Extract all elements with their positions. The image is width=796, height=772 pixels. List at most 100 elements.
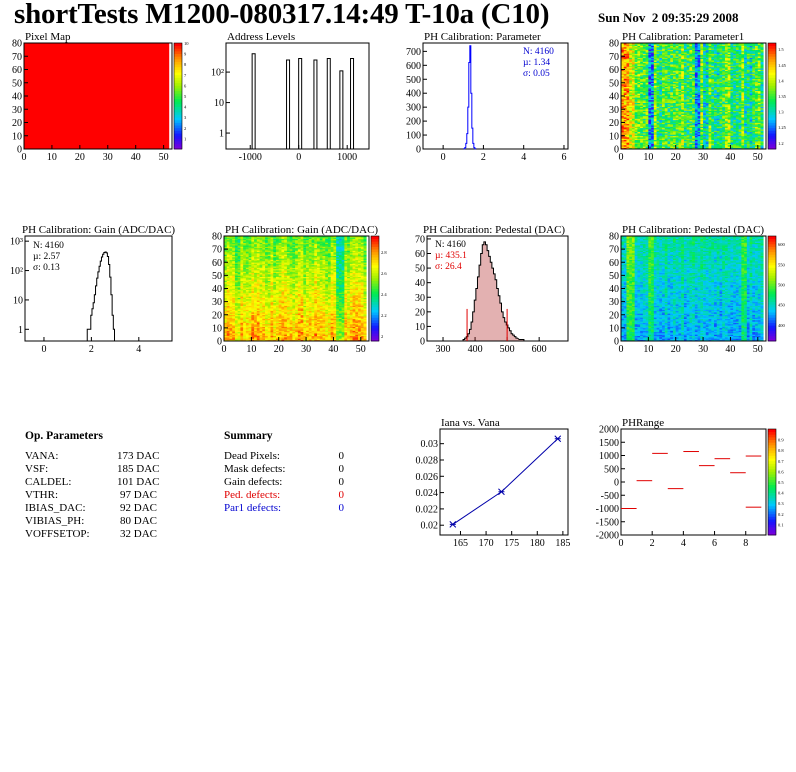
heatmap-cell [730, 105, 734, 107]
heatmap-cell [648, 142, 652, 144]
heatmap-cell [749, 92, 753, 94]
heatmap-cell [621, 45, 625, 48]
heatmap-cell [727, 74, 731, 77]
heatmap-cell [670, 58, 674, 61]
heatmap-cell [741, 102, 745, 105]
heatmap-cell [640, 62, 644, 65]
heatmap-cell [744, 119, 748, 122]
heatmap-cell [708, 102, 712, 105]
heatmap-cell [700, 93, 704, 95]
heatmap-cell [686, 114, 690, 117]
heatmap-cell [656, 94, 660, 97]
heatmap-cell [621, 118, 625, 121]
heatmap-cell [708, 129, 712, 131]
heatmap-cell [746, 109, 750, 111]
heatmap-cell [733, 145, 737, 147]
heatmap-cell [730, 138, 734, 141]
heatmap-cell [730, 65, 734, 68]
heatmap-cell [727, 66, 731, 69]
heatmap-cell [714, 126, 718, 129]
heatmap-cell [629, 80, 633, 82]
heatmap-cell [662, 119, 666, 122]
heatmap-cell [719, 142, 723, 144]
heatmap-cell [711, 88, 715, 90]
heatmap-cell [642, 145, 646, 147]
heatmap-cell [714, 86, 718, 89]
heatmap-cell [703, 141, 707, 143]
heatmap-cell [703, 111, 707, 114]
heatmap-cell [653, 68, 657, 70]
heatmap-cell [689, 61, 693, 64]
heatmap-cell [634, 119, 638, 122]
heatmap-cell [629, 74, 633, 77]
heatmap-cell [656, 89, 660, 91]
heatmap-cell [714, 106, 718, 109]
heatmap-cell [716, 97, 720, 99]
heatmap-cell [735, 145, 739, 147]
heatmap-cell [626, 70, 630, 73]
heatmap-cell [662, 113, 666, 115]
heatmap-cell [648, 105, 652, 107]
heatmap-cell [645, 133, 649, 135]
colorbar-segment [768, 74, 776, 78]
heatmap-cell [659, 89, 663, 91]
heatmap-cell [670, 60, 674, 62]
heatmap-cell [648, 94, 652, 97]
heatmap-cell [722, 99, 726, 102]
heatmap-cell [724, 43, 728, 45]
heatmap-cell [700, 97, 704, 99]
y-tick-label: 400 [406, 89, 421, 100]
heatmap-cell [689, 129, 693, 131]
heatmap-cell [659, 44, 663, 46]
heatmap-cell [722, 43, 726, 45]
heatmap-cell [730, 85, 734, 88]
heatmap-cell [730, 82, 734, 85]
heatmap-cell [741, 127, 745, 130]
heatmap-cell [667, 43, 671, 45]
heatmap-cell [722, 52, 726, 54]
heatmap-cell [672, 60, 677, 62]
heatmap-cell [705, 73, 709, 76]
heatmap-cell [724, 102, 728, 105]
heatmap-cell [714, 62, 718, 65]
heatmap-cell [653, 141, 657, 143]
heatmap-cell [735, 84, 739, 86]
heatmap-cell [733, 68, 737, 70]
heatmap-cell [738, 89, 742, 91]
heatmap-cell [634, 90, 638, 93]
heatmap-cell [681, 76, 685, 78]
heatmap-cell [651, 101, 655, 103]
heatmap-cell [672, 45, 677, 48]
heatmap-cell [626, 114, 630, 117]
heatmap-cell [730, 52, 734, 54]
heatmap-cell [741, 121, 745, 123]
heatmap-cell [719, 103, 723, 106]
heatmap-cell [722, 114, 726, 117]
heatmap-cell [689, 72, 693, 74]
heatmap-cell [686, 117, 690, 119]
heatmap-cell [675, 88, 679, 90]
heatmap-cell [724, 94, 728, 97]
heatmap-cell [634, 111, 638, 114]
heatmap-cell [642, 106, 646, 109]
heatmap-cell [741, 130, 745, 133]
heatmap-cell [730, 143, 734, 146]
heatmap-cell [672, 105, 677, 107]
heatmap-cell [667, 111, 671, 114]
heatmap-cell [708, 122, 712, 125]
heatmap-cell [656, 49, 660, 52]
heatmap-cell [637, 109, 641, 111]
heatmap-cell [697, 85, 701, 88]
heatmap-cell [749, 96, 753, 98]
heatmap-cell [623, 60, 627, 62]
heatmap-cell [738, 76, 742, 78]
heatmap-cell [692, 117, 696, 119]
heatmap-cell [692, 130, 696, 133]
heatmap-cell [733, 96, 737, 98]
heatmap-cell [640, 93, 644, 95]
heatmap-cell [683, 48, 687, 50]
heatmap-cell [722, 115, 726, 118]
heatmap-cell [714, 130, 718, 133]
heatmap-cell [626, 131, 630, 134]
heatmap-cell [659, 102, 663, 105]
